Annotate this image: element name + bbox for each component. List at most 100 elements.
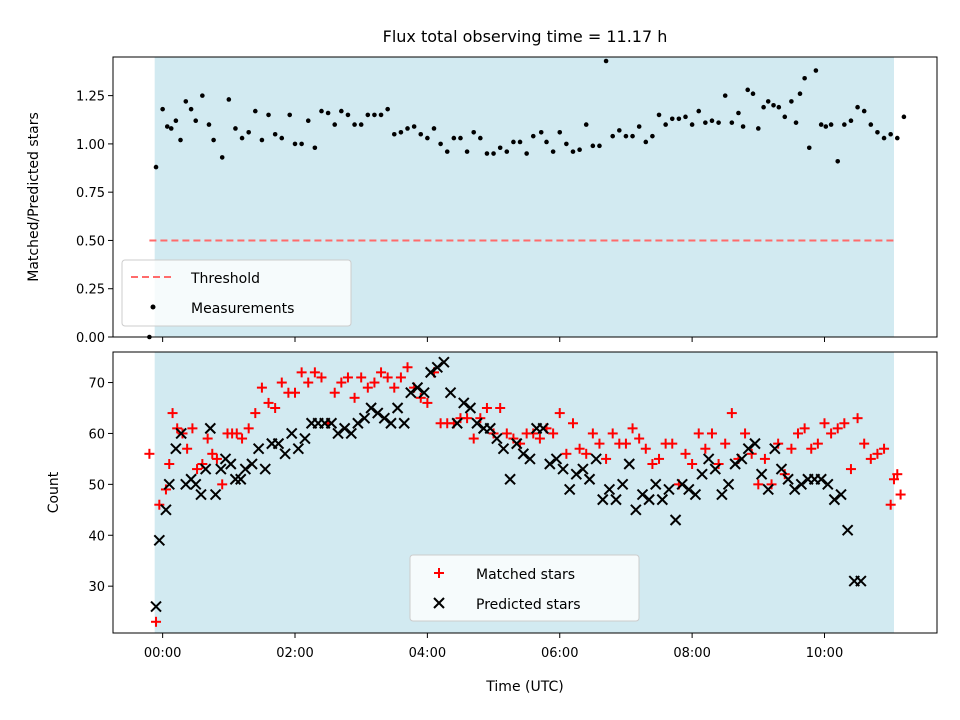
matched-point xyxy=(382,372,393,383)
predicted-point xyxy=(855,575,867,587)
legend-matched-label: Matched stars xyxy=(476,567,575,583)
matched-point xyxy=(151,616,162,627)
matched-point xyxy=(256,382,267,393)
legend-predicted-label: Predicted stars xyxy=(476,597,581,613)
measurement-point xyxy=(378,112,384,118)
matched-point xyxy=(395,372,406,383)
predicted-point xyxy=(471,417,483,429)
predicted-point xyxy=(235,473,247,485)
measurement-point xyxy=(663,122,668,127)
predicted-point xyxy=(338,422,351,435)
matched-point xyxy=(508,433,519,444)
predicted-point xyxy=(650,478,662,491)
matched-point xyxy=(402,362,413,373)
matched-point xyxy=(369,377,380,388)
measurement-point xyxy=(530,133,536,139)
measurement-point xyxy=(881,135,887,141)
measurement-point xyxy=(168,126,174,131)
measurement-point xyxy=(372,112,377,118)
measurement-point xyxy=(623,133,629,139)
matched-point xyxy=(879,443,890,454)
predicted-point xyxy=(616,478,629,491)
matched-point xyxy=(276,377,287,388)
predicted-point xyxy=(583,473,596,485)
measurement-point xyxy=(797,91,803,96)
measurement-point xyxy=(855,104,860,110)
legend-threshold-label: Threshold xyxy=(190,271,260,287)
matched-point xyxy=(270,402,281,413)
matched-point xyxy=(160,484,171,495)
matched-point xyxy=(601,453,612,464)
measurement-point xyxy=(813,68,819,73)
measurement-point xyxy=(279,135,285,141)
measurement-point xyxy=(901,114,907,120)
bottom-legend: Matched stars Predicted stars xyxy=(409,554,640,622)
measurement-point xyxy=(484,151,490,156)
measurement-point xyxy=(173,118,179,124)
matched-point xyxy=(567,418,578,429)
measurement-point xyxy=(617,128,622,133)
measurement-point xyxy=(729,120,735,125)
predicted-point xyxy=(537,422,549,435)
measurement-point xyxy=(650,133,655,139)
matched-point xyxy=(342,372,353,383)
predicted-point xyxy=(405,387,417,399)
matched-point xyxy=(290,387,301,398)
matched-point xyxy=(720,438,731,449)
predicted-point xyxy=(550,453,563,465)
y-tick-label: 70 xyxy=(88,377,105,392)
matched-point xyxy=(554,408,565,419)
measurement-point xyxy=(709,118,715,124)
measurement-point xyxy=(703,120,708,125)
predicted-point xyxy=(458,397,470,409)
matched-point xyxy=(389,382,400,393)
measurement-point xyxy=(557,130,563,135)
measurement-point xyxy=(683,114,688,120)
y-tick-label: 60 xyxy=(88,427,105,442)
x-tick-label: 08:00 xyxy=(673,646,710,661)
matched-point xyxy=(885,499,896,510)
matched-point xyxy=(634,433,645,444)
measurement-point xyxy=(806,145,812,151)
measurement-point xyxy=(740,124,746,129)
x-tick-label: 06:00 xyxy=(541,646,578,661)
measurement-point xyxy=(583,122,589,127)
matched-point xyxy=(888,474,899,485)
matched-point xyxy=(164,458,175,469)
measurement-point xyxy=(848,118,854,124)
matched-point xyxy=(475,413,486,424)
predicted-point xyxy=(570,468,583,480)
matched-point xyxy=(819,418,830,429)
measurement-point xyxy=(524,151,529,156)
matched-point xyxy=(594,438,605,449)
matched-point xyxy=(799,423,810,434)
matched-point xyxy=(865,453,876,464)
predicted-point xyxy=(451,417,463,429)
legend-matched-swatch xyxy=(434,568,444,578)
predicted-point xyxy=(577,463,589,475)
predicted-point xyxy=(497,443,510,455)
predicted-point xyxy=(325,417,338,429)
measurement-point xyxy=(272,131,278,137)
y-tick-label: 1.00 xyxy=(76,138,105,153)
measurement-point xyxy=(793,120,799,125)
matched-point xyxy=(356,372,367,383)
predicted-point xyxy=(696,468,708,480)
matched-point xyxy=(211,453,222,464)
measurement-point xyxy=(643,139,649,145)
predicted-point xyxy=(431,361,444,373)
legend-measurements-swatch xyxy=(150,304,156,310)
matched-point xyxy=(773,438,784,449)
measurement-point xyxy=(771,102,776,108)
top-legend: Threshold Measurements xyxy=(121,259,352,327)
predicted-point xyxy=(163,478,175,491)
measurement-point xyxy=(828,122,834,127)
top-y-ticks: 0.00 0.25 0.50 0.75 1.00 1.25 xyxy=(76,90,113,346)
matched-point xyxy=(726,408,737,419)
predicted-point xyxy=(524,453,536,465)
matched-point xyxy=(202,433,213,444)
matched-point xyxy=(462,413,473,424)
measurement-point xyxy=(252,108,258,114)
measurement-point xyxy=(570,149,576,154)
predicted-point xyxy=(689,488,702,501)
